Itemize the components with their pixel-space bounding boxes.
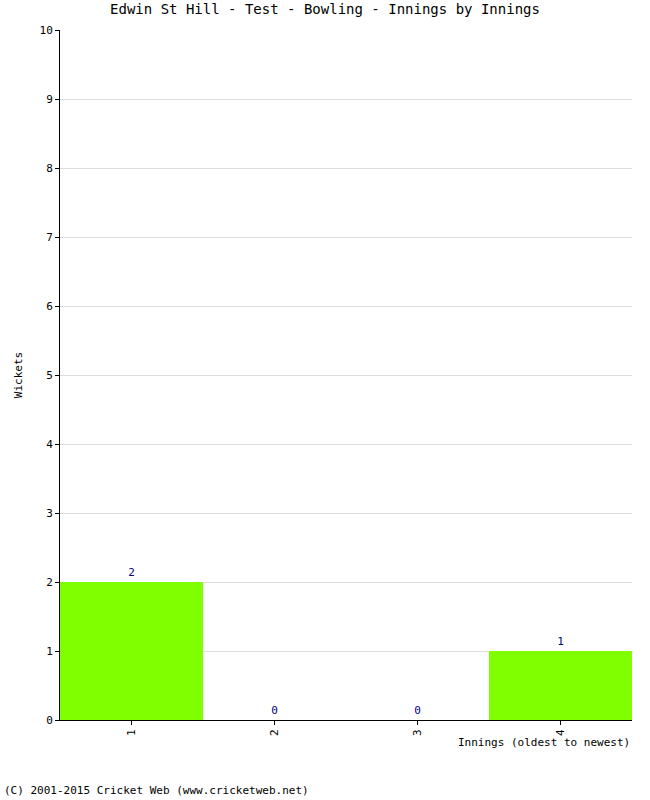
- svg-text:7: 7: [46, 231, 53, 244]
- svg-text:6: 6: [46, 300, 53, 313]
- svg-text:8: 8: [46, 162, 53, 175]
- svg-text:5: 5: [46, 369, 53, 382]
- svg-text:9: 9: [46, 93, 53, 106]
- svg-text:(C) 2001-2015 Cricket Web (www: (C) 2001-2015 Cricket Web (www.cricketwe…: [4, 784, 309, 797]
- svg-text:3: 3: [411, 729, 424, 736]
- svg-text:0: 0: [271, 704, 278, 717]
- svg-text:0: 0: [414, 704, 421, 717]
- svg-text:Innings (oldest to newest): Innings (oldest to newest): [458, 736, 630, 749]
- svg-text:0: 0: [46, 714, 53, 727]
- svg-text:4: 4: [554, 729, 567, 736]
- svg-text:2: 2: [46, 576, 53, 589]
- svg-text:1: 1: [46, 645, 53, 658]
- svg-text:4: 4: [46, 438, 53, 451]
- svg-text:3: 3: [46, 507, 53, 520]
- svg-text:1: 1: [557, 635, 564, 648]
- svg-text:2: 2: [268, 729, 281, 736]
- svg-text:Edwin St Hill - Test - Bowling: Edwin St Hill - Test - Bowling - Innings…: [110, 1, 540, 17]
- svg-text:10: 10: [40, 24, 53, 37]
- svg-text:1: 1: [125, 729, 138, 736]
- svg-text:Wickets: Wickets: [12, 352, 25, 398]
- svg-text:2: 2: [128, 566, 135, 579]
